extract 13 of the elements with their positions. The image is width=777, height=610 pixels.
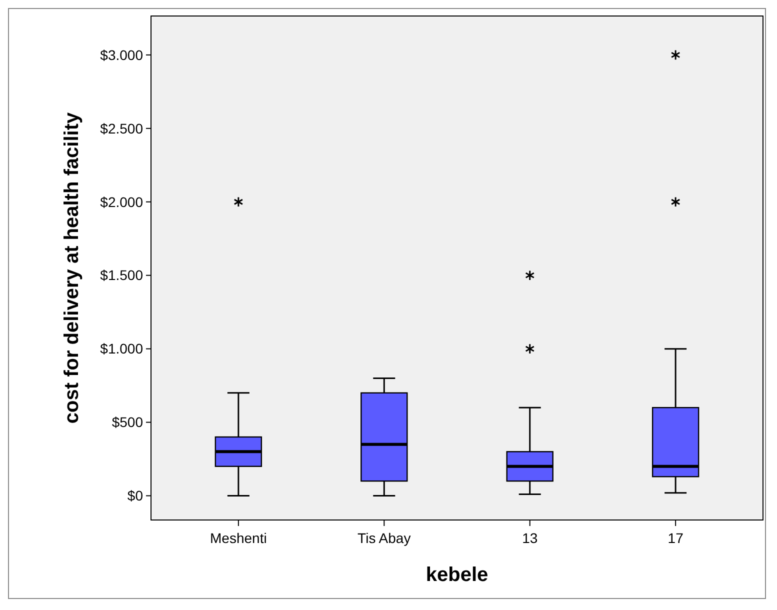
x-tick-label: 13 (522, 530, 538, 546)
x-tick-label: 17 (668, 530, 684, 546)
x-tick-label: Meshenti (210, 530, 267, 546)
y-tick-label: $1.500 (100, 267, 144, 284)
y-tick-label: $0 (127, 488, 144, 504)
x-tick-label: Tis Abay (358, 530, 411, 546)
y-tick-label: $2.000 (100, 194, 144, 210)
y-tick-label: $2.500 (100, 120, 144, 136)
y-axis-title: cost for delivery at health facility (61, 112, 83, 424)
y-tick-label: $1.000 (100, 340, 144, 357)
y-tick-label: $3.000 (100, 46, 144, 63)
y-tick-label: $500 (112, 414, 144, 430)
x-axis-title: kebele (426, 564, 488, 586)
